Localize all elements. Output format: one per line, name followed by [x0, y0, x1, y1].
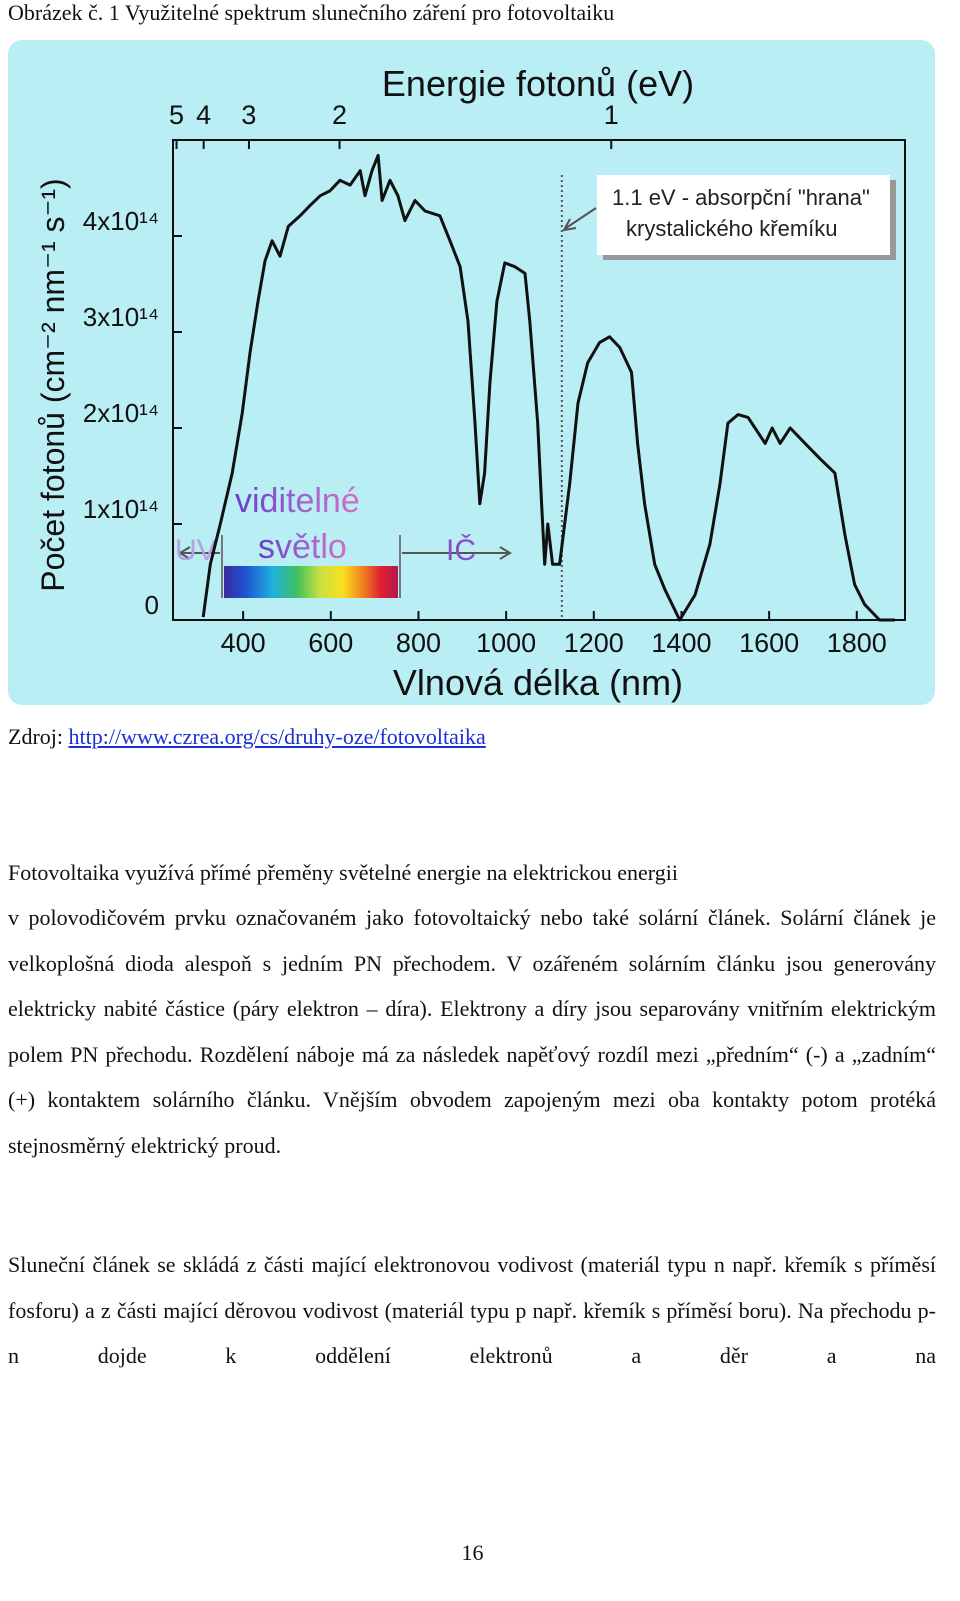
x-tick-label: 1000: [476, 628, 536, 658]
annotation-box: [597, 175, 890, 255]
visible-label: světlo: [258, 528, 347, 566]
spectrum-line: [201, 153, 895, 622]
source-link[interactable]: http://www.czrea.org/cs/druhy-oze/fotovo…: [68, 724, 486, 749]
x-tick-label: 600: [308, 628, 353, 658]
annotation-text: 1.1 eV - absorpční "hrana": [612, 185, 870, 210]
x2-tick-label: 2: [332, 100, 347, 130]
paragraph: Fotovoltaika využívá přímé přeměny světe…: [8, 860, 678, 885]
y-tick-label: 3x10¹⁴: [83, 302, 159, 332]
figure-caption: Obrázek č. 1 Využitelné spektrum slunečn…: [8, 0, 615, 25]
x2-tick-label: 5: [169, 100, 184, 130]
visible-spectrum: [224, 566, 398, 598]
x2-tick-label: 3: [241, 100, 256, 130]
x2-tick-label: 4: [196, 100, 211, 130]
annotation-arrow: [562, 207, 597, 232]
plot-frame: [172, 139, 906, 621]
x-tick-label: 1200: [564, 628, 624, 658]
y-tick-label: 4x10¹⁴: [83, 206, 159, 236]
x-tick-label: 800: [396, 628, 441, 658]
x-tick-label: 1800: [827, 628, 887, 658]
chart-title: Energie fotonů (eV): [382, 63, 694, 104]
paragraph: v polovodičovém prvku označovaném jako f…: [8, 905, 936, 1158]
chart: UV IČ viditelné světlo 1.1 eV - absorpčn…: [8, 40, 935, 705]
page-number: 16: [461, 1540, 484, 1565]
visible-label: viditelné: [235, 482, 360, 520]
x2-tick-label: 1: [604, 100, 619, 130]
ir-label: IČ: [446, 533, 476, 567]
y-axis-label: Počet fotonů (cm⁻² nm⁻¹ s⁻¹): [35, 178, 71, 591]
source-prefix: Zdroj:: [8, 724, 63, 749]
y-tick-label: 1x10¹⁴: [83, 494, 159, 524]
x-tick-label: 1400: [651, 628, 711, 658]
source: Zdroj: http://www.czrea.org/cs/druhy-oze…: [8, 722, 486, 752]
y-tick-label: 2x10¹⁴: [83, 398, 159, 428]
x-tick-label: 400: [221, 628, 266, 658]
x-tick-label: 1600: [739, 628, 799, 658]
y-tick-label: 0: [145, 590, 159, 620]
x-axis-label: Vlnová délka (nm): [393, 662, 683, 703]
paragraph: Sluneční článek se skládá z části mající…: [8, 1252, 936, 1368]
ir-arrow: [402, 546, 512, 560]
annotation-text: krystalického křemíku: [626, 216, 838, 241]
